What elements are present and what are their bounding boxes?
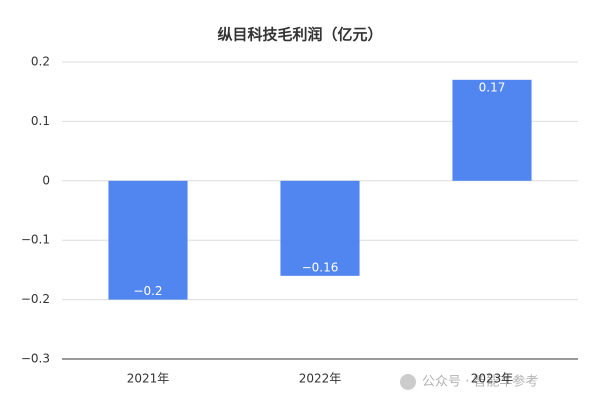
- y-tick-label: 0.1: [31, 114, 50, 128]
- y-tick-label: 0: [42, 173, 50, 187]
- watermark-icon: [400, 374, 416, 390]
- value-label: 0.17: [479, 80, 506, 94]
- value-label: −0.16: [302, 260, 339, 274]
- bar: [108, 180, 188, 300]
- x-tick-label: 2022年: [299, 372, 342, 386]
- watermark: 公众号 · 智能车参考: [400, 374, 538, 390]
- y-tick-label: −0.3: [21, 352, 50, 366]
- watermark-text: 公众号 · 智能车参考: [422, 374, 538, 390]
- bar: [280, 180, 360, 276]
- y-tick-label: −0.1: [21, 233, 50, 247]
- value-label: −0.2: [133, 284, 162, 298]
- x-tick-label: 2023年: [471, 372, 514, 386]
- y-tick-label: −0.2: [21, 292, 50, 306]
- x-tick-label: 2021年: [127, 372, 170, 386]
- chart-title: 纵目科技毛利润（亿元）: [217, 26, 382, 44]
- bar: [452, 79, 532, 181]
- y-tick-label: 0.2: [31, 55, 50, 69]
